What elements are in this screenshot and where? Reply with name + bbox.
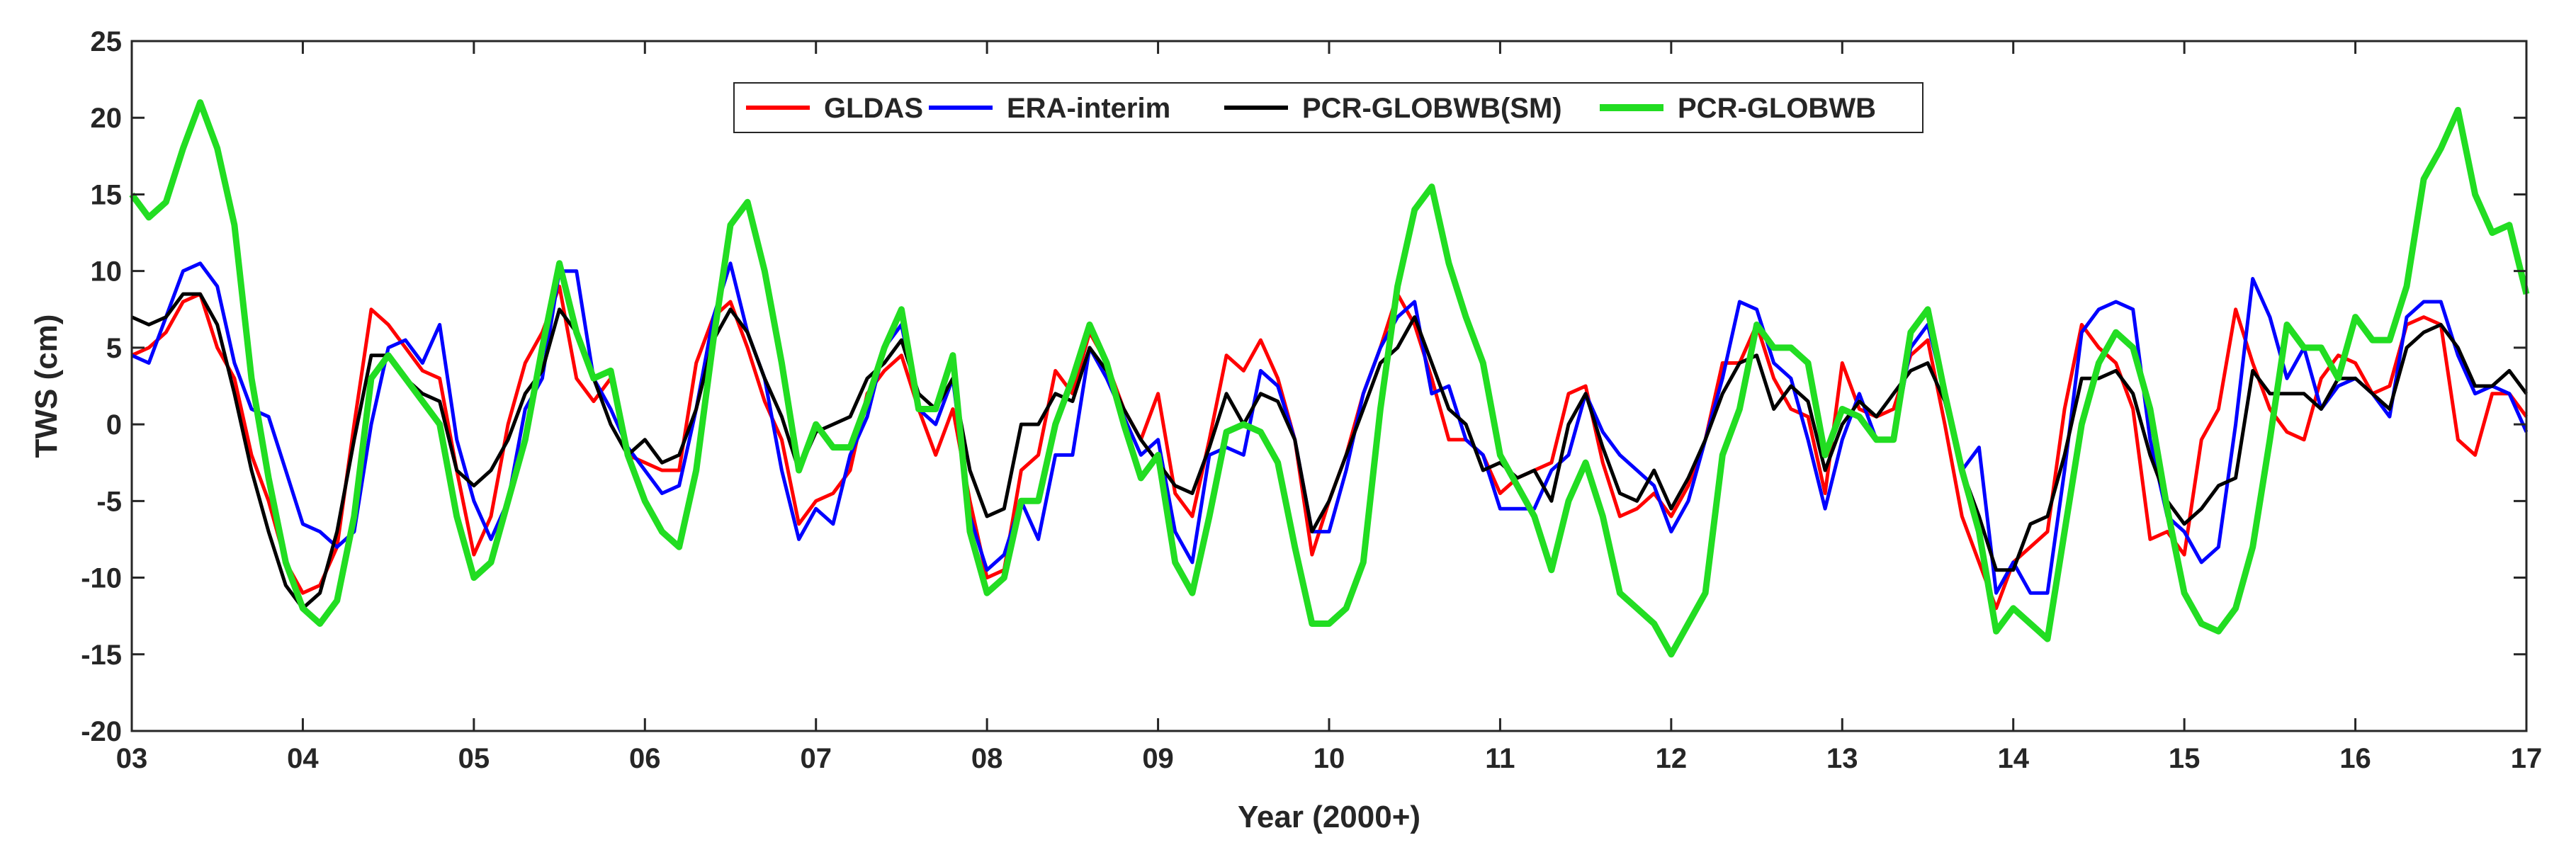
x-tick-label: 16 xyxy=(2339,743,2371,774)
y-tick-label: -5 xyxy=(96,486,122,517)
x-tick-label: 13 xyxy=(1826,743,1858,774)
x-axis-ticks: 03 04 05 06 07 08 09 10 11 12 13 14 15 16 17 xyxy=(116,41,2543,774)
legend: GLDAS ERA-interim PCR-GLOBWB(SM) PCR-GLO… xyxy=(733,82,1923,133)
x-tick-label: 11 xyxy=(1485,743,1515,774)
x-tick-label: 10 xyxy=(1314,743,1345,774)
y-tick-label: 0 xyxy=(106,409,122,441)
x-tick-label: 04 xyxy=(287,743,319,774)
y-axis-label: TWS (cm) xyxy=(29,314,64,458)
x-tick-label: 17 xyxy=(2511,743,2543,774)
series-line-pcr-globwb-sm xyxy=(130,292,2529,611)
series-line-pcr-globwb xyxy=(129,99,2530,658)
y-tick-label: 25 xyxy=(91,26,123,57)
x-axis-label: Year (2000+) xyxy=(1238,800,1420,834)
y-tick-label: 15 xyxy=(91,179,123,210)
legend-label-pcr-globwb: PCR-GLOBWB xyxy=(1678,93,1876,124)
series-layer xyxy=(129,99,2530,658)
x-tick-label: 15 xyxy=(2169,743,2201,774)
x-tick-label: 03 xyxy=(116,743,148,774)
x-tick-label: 08 xyxy=(971,743,1003,774)
y-axis-ticks: -20 -15 -10 -5 0 5 10 15 20 25 xyxy=(81,26,2526,747)
legend-label-era-interim: ERA-interim xyxy=(1007,93,1170,124)
x-tick-label: 09 xyxy=(1142,743,1174,774)
plot-background xyxy=(132,41,2526,731)
y-tick-label: 10 xyxy=(91,256,123,288)
x-tick-label: 07 xyxy=(800,743,832,774)
x-tick-label: 05 xyxy=(458,743,490,774)
x-tick-label: 12 xyxy=(1656,743,1688,774)
y-tick-label: 20 xyxy=(91,103,123,134)
y-tick-label: 5 xyxy=(106,333,122,364)
legend-label-gldas: GLDAS xyxy=(824,93,923,124)
y-tick-label: -10 xyxy=(81,563,122,594)
legend-label-pcr-globwb-sm: PCR-GLOBWB(SM) xyxy=(1302,93,1562,124)
y-tick-label: -15 xyxy=(81,640,122,671)
x-tick-label: 06 xyxy=(629,743,661,774)
y-tick-label: -20 xyxy=(81,716,122,747)
x-tick-label: 14 xyxy=(1997,743,2029,774)
